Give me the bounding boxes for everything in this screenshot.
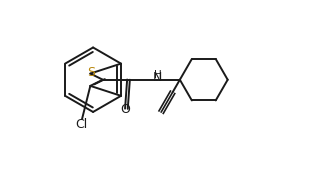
Text: N: N xyxy=(153,71,163,84)
Text: H: H xyxy=(154,70,162,80)
Text: O: O xyxy=(120,103,130,116)
Text: S: S xyxy=(87,66,95,79)
Text: Cl: Cl xyxy=(75,118,87,131)
